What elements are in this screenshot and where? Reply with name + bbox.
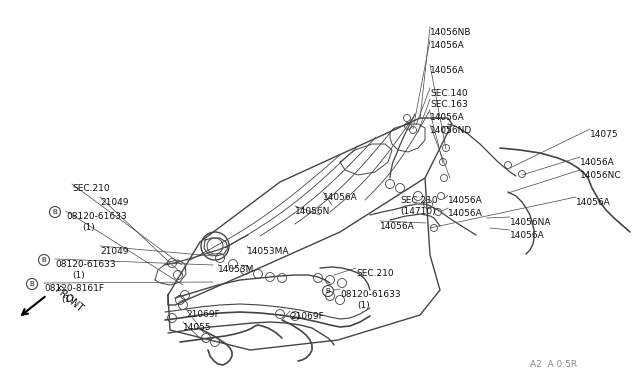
Text: (1): (1) [72,271,84,280]
Text: 14056NB: 14056NB [430,28,472,37]
Text: 14056A: 14056A [430,41,465,50]
Text: SEC.140: SEC.140 [430,89,468,98]
Text: FRONT: FRONT [53,285,85,314]
Text: 14053M: 14053M [218,265,254,274]
Text: (1): (1) [61,295,74,304]
Text: 08120-8161F: 08120-8161F [44,284,104,293]
Text: (1): (1) [357,301,370,310]
Text: A2  A 0:5R: A2 A 0:5R [530,360,577,369]
Text: 14055: 14055 [183,323,212,332]
Text: B: B [42,257,46,263]
Text: 14056A: 14056A [576,198,611,207]
Text: 21069F: 21069F [186,310,220,319]
Text: SEC.210: SEC.210 [72,184,109,193]
Text: SEC.210: SEC.210 [400,196,438,205]
Text: 14056A: 14056A [430,113,465,122]
Text: 08120-61633: 08120-61633 [340,290,401,299]
Text: SEC.210: SEC.210 [356,269,394,278]
Text: 14056A: 14056A [510,231,545,240]
Text: 08120-61633: 08120-61633 [66,212,127,221]
Text: (1): (1) [82,223,95,232]
Text: 21069F: 21069F [290,312,324,321]
Text: 14056A: 14056A [448,196,483,205]
Text: 14053MA: 14053MA [247,247,289,256]
Text: 14056A: 14056A [448,209,483,218]
Text: 14056A: 14056A [380,222,415,231]
Text: (14710): (14710) [400,207,436,216]
Text: 21049: 21049 [100,198,129,207]
Text: B: B [326,288,330,294]
Text: SEC.163: SEC.163 [430,100,468,109]
Text: 14056A: 14056A [580,158,615,167]
Text: B: B [52,209,58,215]
Text: 14056N: 14056N [295,207,330,216]
Text: 14056NC: 14056NC [580,171,621,180]
Text: 14075: 14075 [590,130,619,139]
Text: B: B [29,281,35,287]
Text: 14056A: 14056A [430,66,465,75]
Text: 21049: 21049 [100,247,129,256]
Text: 14056NA: 14056NA [510,218,552,227]
Text: 08120-61633: 08120-61633 [55,260,116,269]
Text: 14056ND: 14056ND [430,126,472,135]
Text: 14056A: 14056A [323,193,358,202]
